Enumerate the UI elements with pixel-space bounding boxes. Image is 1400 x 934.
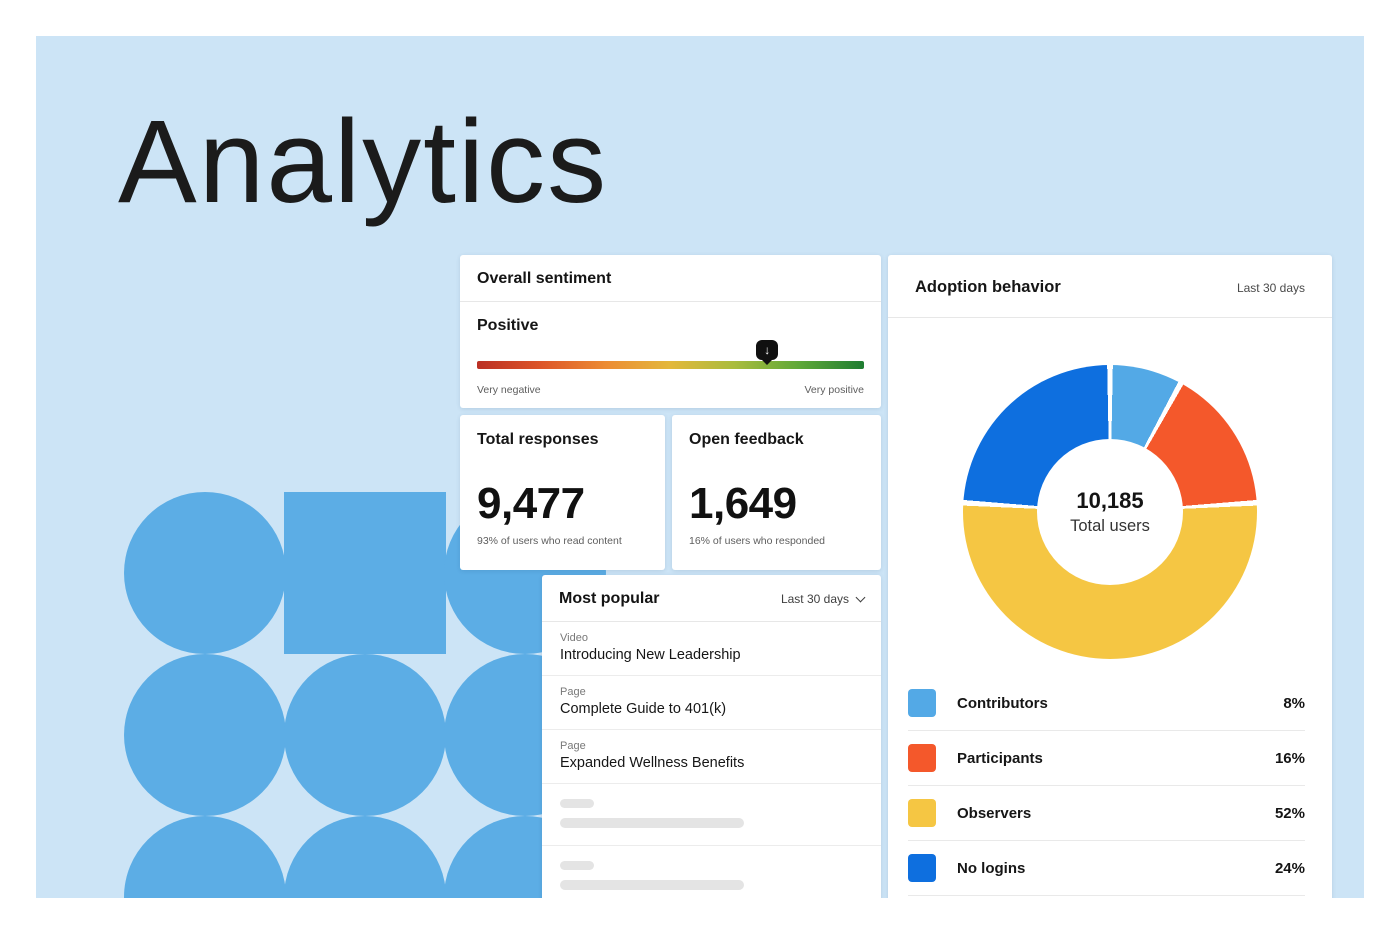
decorative-circle: [284, 816, 446, 898]
content-type-label: Page: [560, 740, 586, 752]
legend-label: Participants: [957, 749, 1043, 767]
scale-max-label: Very positive: [804, 384, 864, 396]
skeleton-line: [560, 880, 744, 890]
donut-chart: 10,185 Total users: [963, 365, 1257, 659]
decorative-circle: [124, 492, 286, 654]
decorative-circle: [124, 816, 286, 898]
legend-row: Contributors 8%: [908, 676, 1305, 731]
stat-value: 9,477: [477, 479, 585, 528]
legend-label: Contributors: [957, 694, 1048, 712]
list-item[interactable]: Page Complete Guide to 401(k): [542, 676, 881, 730]
stat-subtext: 16% of users who responded: [689, 535, 826, 547]
legend-swatch-contributors: [908, 689, 936, 717]
adoption-behavior-card: Adoption behavior Last 30 days 10,185 To…: [888, 255, 1332, 898]
skeleton-list-item: [542, 846, 881, 898]
skeleton-line: [560, 861, 594, 870]
list-item[interactable]: Page Expanded Wellness Benefits: [542, 730, 881, 784]
skeleton-line: [560, 799, 594, 808]
sentiment-scale: ↓: [477, 340, 864, 369]
card-title: Adoption behavior: [915, 278, 1061, 296]
content-title: Introducing New Leadership: [560, 647, 741, 663]
arrow-down-icon: ↓: [764, 343, 771, 357]
legend-value: 8%: [1283, 694, 1305, 712]
stat-value: 1,649: [689, 479, 797, 528]
card-header: Overall sentiment: [460, 255, 881, 302]
content-type-label: Page: [560, 686, 586, 698]
card-header: Most popular Last 30 days: [542, 575, 881, 622]
decorative-square: [284, 492, 446, 654]
stat-subtext: 93% of users who read content: [477, 535, 622, 547]
card-header: Adoption behavior Last 30 days: [888, 255, 1332, 318]
decorative-circle: [124, 654, 286, 816]
overall-sentiment-card: Overall sentiment Positive ↓ Very negati…: [460, 255, 881, 408]
skeleton-list-item: [542, 784, 881, 846]
range-label: Last 30 days: [1236, 280, 1305, 295]
card-title: Most popular: [559, 590, 660, 607]
range-selector-label: Last 30 days: [780, 592, 849, 606]
dashboard-canvas: Analytics Overall sentiment Positive ↓ V…: [36, 36, 1364, 898]
content-title: Expanded Wellness Benefits: [560, 755, 745, 771]
sentiment-body: Positive ↓ Very negative Very positive: [460, 302, 881, 410]
page-title: Analytics: [118, 96, 609, 228]
card-title: Overall sentiment: [477, 270, 612, 287]
donut-center: 10,185 Total users: [1037, 439, 1183, 585]
legend-label: Observers: [957, 804, 1032, 822]
legend-row: Participants 16%: [908, 731, 1305, 786]
legend-swatch-observers: [908, 799, 936, 827]
legend-swatch-participants: [908, 744, 936, 772]
sentiment-marker-icon: ↓: [756, 340, 779, 360]
legend-swatch-no-logins: [908, 854, 936, 882]
sentiment-value: Positive: [477, 317, 539, 334]
legend-row: No logins 24%: [908, 841, 1305, 896]
decorative-circle: [284, 654, 446, 816]
chevron-down-icon: [855, 592, 866, 602]
list-item[interactable]: Video Introducing New Leadership: [542, 622, 881, 676]
sentiment-gradient-bar: [477, 361, 864, 369]
skeleton-line: [560, 818, 744, 828]
total-users-label: Total users: [1070, 517, 1150, 535]
content-type-label: Video: [560, 632, 588, 644]
legend-value: 24%: [1274, 859, 1305, 877]
legend-label: No logins: [957, 859, 1026, 877]
chart-legend: Contributors 8% Participants 16% Observe…: [888, 676, 1332, 896]
open-feedback-card: Open feedback 1,649 16% of users who res…: [672, 415, 881, 570]
card-title: Total responses: [477, 431, 599, 448]
total-responses-card: Total responses 9,477 93% of users who r…: [460, 415, 665, 570]
content-title: Complete Guide to 401(k): [560, 701, 727, 717]
legend-value: 52%: [1274, 804, 1305, 822]
total-users-value: 10,185: [1076, 488, 1144, 513]
range-selector[interactable]: Last 30 days: [780, 592, 866, 606]
card-title: Open feedback: [689, 431, 804, 448]
sentiment-scale-labels: Very negative Very positive: [477, 384, 864, 396]
legend-row: Observers 52%: [908, 786, 1305, 841]
legend-value: 16%: [1274, 749, 1305, 767]
most-popular-card: Most popular Last 30 days Video Introduc…: [542, 575, 881, 898]
scale-min-label: Very negative: [477, 384, 541, 396]
most-popular-list: Video Introducing New Leadership Page Co…: [542, 622, 881, 898]
